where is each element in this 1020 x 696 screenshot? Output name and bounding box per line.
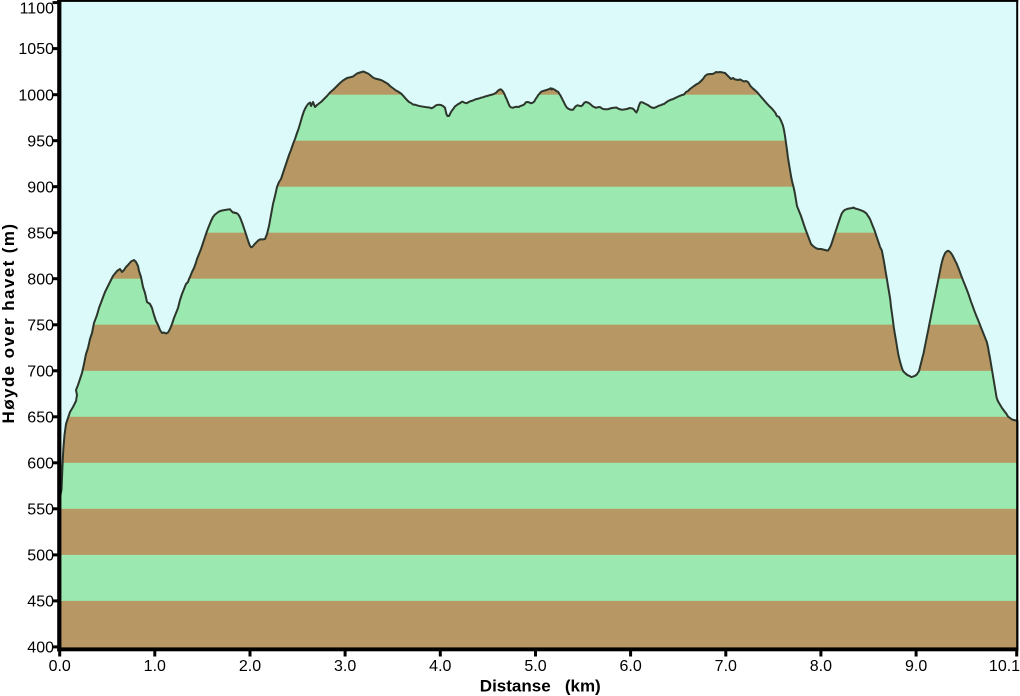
svg-text:750: 750 bbox=[27, 317, 54, 334]
svg-text:500: 500 bbox=[27, 548, 54, 565]
svg-text:0.0: 0.0 bbox=[49, 658, 71, 675]
svg-text:4.0: 4.0 bbox=[429, 658, 451, 675]
svg-text:1050: 1050 bbox=[18, 41, 54, 58]
svg-text:600: 600 bbox=[27, 455, 54, 472]
svg-text:1000: 1000 bbox=[18, 87, 54, 104]
svg-text:800: 800 bbox=[27, 271, 54, 288]
svg-text:8.0: 8.0 bbox=[810, 658, 832, 675]
svg-text:Høyde over havet (m): Høyde over havet (m) bbox=[0, 223, 18, 424]
svg-text:700: 700 bbox=[27, 363, 54, 380]
svg-text:1.0: 1.0 bbox=[144, 658, 166, 675]
svg-text:900: 900 bbox=[27, 179, 54, 196]
svg-text:9.0: 9.0 bbox=[905, 658, 927, 675]
svg-text:450: 450 bbox=[27, 594, 54, 611]
svg-text:Distanse (km): Distanse (km) bbox=[480, 677, 601, 696]
svg-text:400: 400 bbox=[27, 640, 54, 657]
svg-text:10.1: 10.1 bbox=[989, 658, 1020, 675]
svg-text:950: 950 bbox=[27, 133, 54, 150]
svg-text:6.0: 6.0 bbox=[619, 658, 641, 675]
svg-text:650: 650 bbox=[27, 409, 54, 426]
svg-text:3.0: 3.0 bbox=[334, 658, 356, 675]
svg-text:1100: 1100 bbox=[20, 0, 55, 17]
svg-text:7.0: 7.0 bbox=[715, 658, 737, 675]
svg-text:2.0: 2.0 bbox=[239, 658, 261, 675]
svg-text:850: 850 bbox=[27, 225, 54, 242]
svg-text:550: 550 bbox=[27, 501, 54, 518]
svg-text:5.0: 5.0 bbox=[524, 658, 546, 675]
